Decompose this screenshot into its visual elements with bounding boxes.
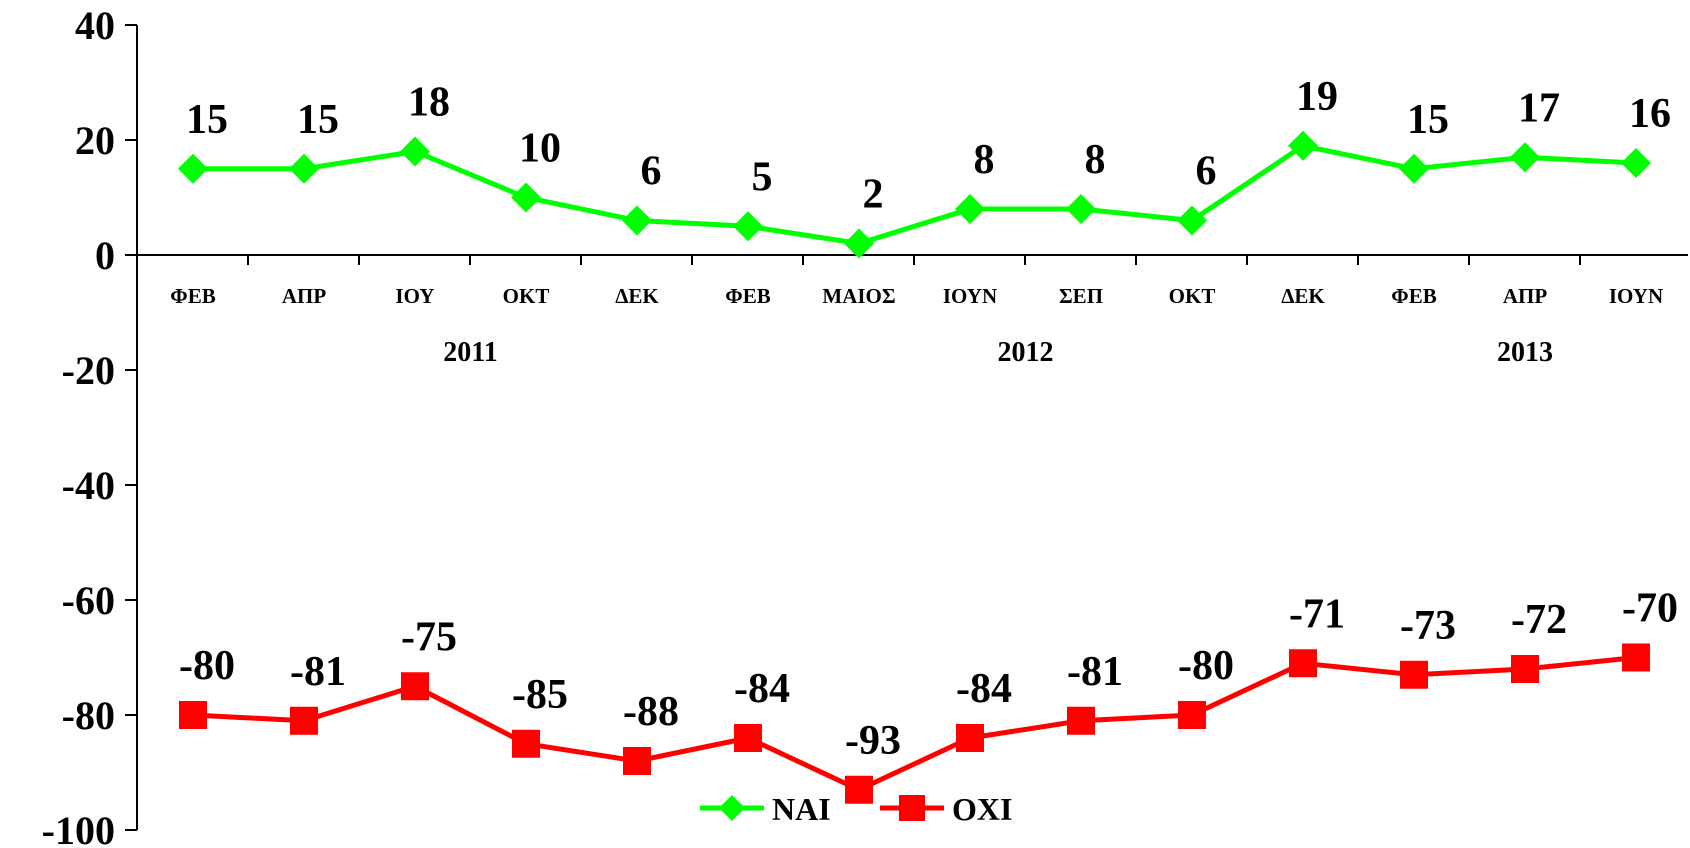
data-point [179, 701, 207, 729]
category-labels: ΦΕΒ ΑΠΡ ΙΟΥ ΟΚΤ ΔΕΚ ΦΕΒ ΜΑΙΟΣ ΙΟΥΝ ΣΕΠ ΟΚΤ ΔΕΚ ΦΕΒ Α… [170, 284, 1663, 308]
data-point [511, 182, 541, 213]
data-point [1288, 130, 1318, 161]
data-point [1511, 655, 1539, 683]
data-label: -71 [1289, 591, 1345, 637]
data-point [623, 747, 651, 775]
series-line [193, 143, 1637, 247]
legend-marker [899, 795, 925, 821]
y-tick-label: -40 [62, 463, 115, 508]
y-tick-label: -20 [62, 348, 115, 393]
data-point [1621, 148, 1651, 178]
data-point [1177, 205, 1207, 236]
data-point [955, 194, 985, 224]
data-labels: 15 15 18 10 6 5 2 8 8 6 19 15 17 16 -80 -81 -75 -85 -88 -84… [179, 74, 1678, 764]
data-label: 2 [863, 172, 884, 218]
data-label: 15 [1407, 97, 1449, 143]
year-labels: 2011 2012 2013 [443, 337, 1553, 368]
data-point [844, 228, 874, 259]
data-point [1622, 643, 1650, 672]
data-label: 15 [186, 97, 228, 143]
legend-marker [719, 795, 745, 821]
data-point [1178, 701, 1206, 729]
year-label: 2013 [1497, 337, 1553, 368]
y-tick-label: 40 [75, 3, 115, 48]
data-label: -84 [956, 666, 1012, 712]
data-point [401, 672, 429, 701]
y-tick-label: -100 [42, 808, 115, 848]
data-point [1400, 660, 1428, 689]
data-label: -80 [179, 643, 235, 689]
series-layer [178, 130, 1651, 804]
x-category-label: ΙΟΥΝ [943, 284, 997, 308]
data-label: -81 [1067, 649, 1123, 695]
legend: ΝΑΙ ΟΧΙ [700, 791, 1012, 827]
data-point [622, 205, 652, 236]
x-category-label: ΣΕΠ [1059, 284, 1103, 308]
x-category-label: ΟΚΤ [503, 284, 550, 308]
data-label: 5 [752, 154, 773, 200]
y-tick-label: 20 [75, 118, 115, 163]
y-tick-label: -60 [62, 578, 115, 623]
x-category-label: ΜΑΙΟΣ [822, 284, 895, 308]
data-label: -88 [623, 689, 679, 735]
legend-label: ΟΧΙ [952, 791, 1012, 827]
data-label: -84 [734, 666, 790, 712]
data-point [845, 775, 873, 804]
year-label: 2011 [443, 337, 497, 368]
year-label: 2012 [998, 337, 1054, 368]
data-label: 15 [297, 97, 339, 143]
x-category-label: ΑΠΡ [1503, 284, 1548, 308]
data-label: 18 [408, 80, 450, 126]
data-point [1289, 649, 1317, 678]
axes: 40 20 0 -20 -40 -60 -80 -100 [42, 3, 1688, 848]
x-category-label: ΔΕΚ [615, 284, 659, 308]
data-label: -81 [290, 649, 346, 695]
data-label: -85 [512, 672, 568, 718]
data-label: 17 [1518, 85, 1560, 131]
x-category-label: ΦΕΒ [170, 284, 215, 308]
data-label: -75 [401, 614, 457, 660]
legend-label: ΝΑΙ [772, 791, 831, 827]
data-label: -93 [845, 718, 901, 764]
series-line [192, 655, 1637, 793]
data-label: 16 [1629, 91, 1671, 137]
data-point [1066, 194, 1096, 224]
data-label: -72 [1511, 597, 1567, 643]
data-point [290, 706, 318, 735]
x-category-label: ΙΟΥ [395, 284, 434, 308]
data-label: 6 [641, 149, 662, 195]
data-label: -70 [1622, 586, 1678, 632]
data-point [956, 724, 984, 752]
x-category-label: ΦΕΒ [1391, 284, 1436, 308]
data-point [1510, 142, 1540, 173]
y-tick-label: 0 [95, 233, 115, 278]
data-point [733, 211, 763, 242]
x-category-label: ΟΚΤ [1169, 284, 1216, 308]
x-category-label: ΦΕΒ [725, 284, 770, 308]
x-category-label: ΙΟΥΝ [1609, 284, 1663, 308]
data-point [734, 724, 762, 752]
data-label: 8 [974, 137, 995, 183]
data-point [1067, 706, 1095, 735]
data-label: 6 [1196, 149, 1217, 195]
data-label: -80 [1178, 643, 1234, 689]
data-label: 10 [519, 126, 561, 172]
data-label: 8 [1085, 137, 1106, 183]
data-point [400, 136, 430, 167]
data-label: 19 [1296, 74, 1338, 120]
x-category-label: ΑΠΡ [282, 284, 327, 308]
x-category-label: ΔΕΚ [1281, 284, 1325, 308]
y-tick-label: -80 [62, 693, 115, 738]
data-label: -73 [1400, 603, 1456, 649]
data-point [512, 729, 540, 758]
data-point [1399, 153, 1429, 184]
data-point [289, 153, 319, 184]
data-point [178, 153, 208, 184]
